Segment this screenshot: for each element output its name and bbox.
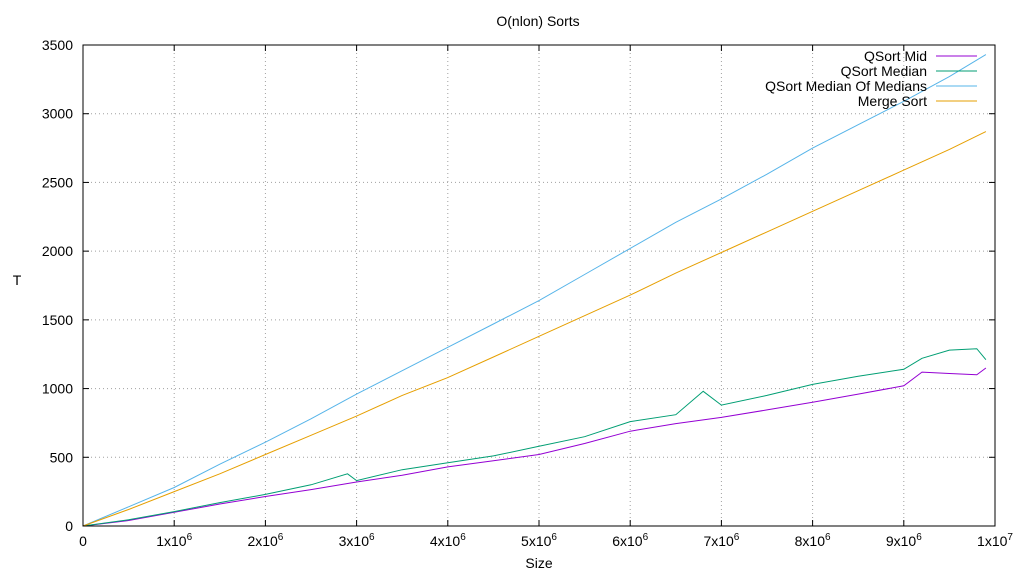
y-axis-label: T [13, 272, 22, 288]
series-line-qsort-mid [82, 367, 987, 527]
series-line-merge-sort [82, 131, 987, 527]
legend-label-qsort-mid: QSort Mid [864, 48, 927, 64]
y-tick-label: 1000 [42, 381, 73, 397]
y-tick-label: 2500 [42, 174, 73, 190]
x-tick-label: 7x106 [703, 532, 739, 549]
y-tick-label: 3000 [42, 106, 73, 122]
legend-label-qsort-median: QSort Median [841, 63, 927, 79]
x-tick-label: 3x106 [339, 532, 375, 549]
legend-label-qsort-median-of-medians: QSort Median Of Medians [765, 78, 927, 94]
x-tick-label: 2x106 [247, 532, 283, 549]
grid [83, 45, 995, 526]
chart-title: O(nlon) Sorts [496, 13, 579, 29]
x-tick-label: 8x106 [795, 532, 831, 549]
series-line-qsort-median [82, 348, 987, 527]
x-tick-label: 4x106 [430, 532, 466, 549]
x-tick-label: 0 [79, 533, 87, 549]
axis-ticks: 0 1x106 2x106 3x106 4x106 5x106 6x106 7x106 8x10… [42, 37, 1014, 549]
y-tick-label: 500 [50, 449, 74, 465]
x-axis-label: Size [525, 555, 552, 571]
x-tick-label: 9x106 [886, 532, 922, 549]
y-tick-label: 1500 [42, 312, 73, 328]
x-tick-label: 1x106 [156, 532, 192, 549]
legend-label-merge-sort: Merge Sort [858, 93, 927, 109]
series-lines [82, 54, 987, 527]
x-tick-label: 5x106 [521, 532, 557, 549]
x-tick-label: 6x106 [612, 532, 648, 549]
x-tick-label: 1x107 [977, 532, 1013, 549]
y-tick-label: 0 [65, 518, 73, 534]
y-tick-label: 2000 [42, 243, 73, 259]
series-line-qsort-median-of-medians [82, 54, 987, 527]
y-tick-label: 3500 [42, 37, 73, 53]
